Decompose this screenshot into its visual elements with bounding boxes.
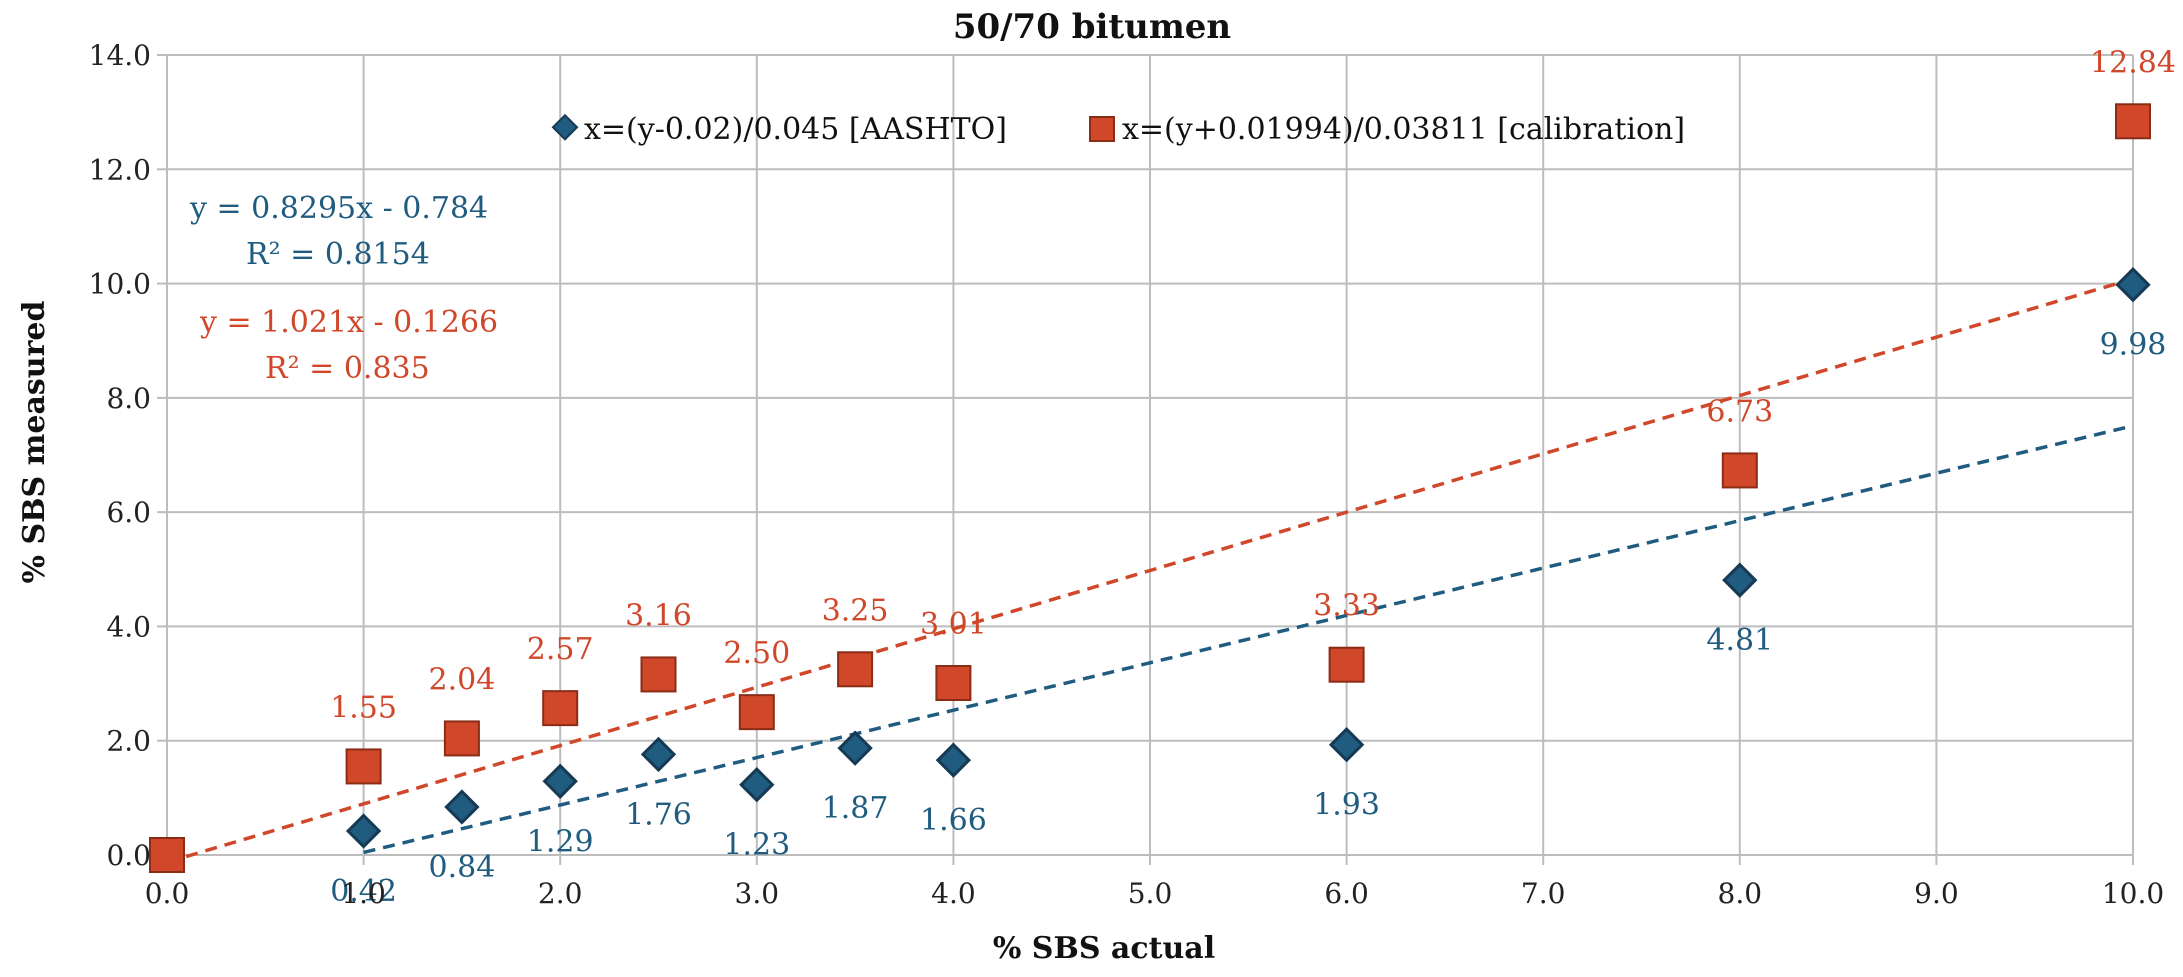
x-tick-label: 0.0 bbox=[145, 877, 190, 910]
r2-calibration: R² = 0.835 bbox=[265, 351, 430, 386]
aashto-point bbox=[1328, 727, 1365, 763]
y-tick-label: 10.0 bbox=[89, 268, 151, 301]
aashto-point bbox=[345, 813, 382, 849]
x-tick-label: 9.0 bbox=[1914, 877, 1959, 910]
x-tick-label: 1.0 bbox=[341, 877, 386, 910]
aashto-point bbox=[1722, 562, 1758, 598]
calibration-point bbox=[1328, 646, 1365, 683]
aashto-data-label: 4.81 bbox=[1706, 623, 1773, 658]
aashto-point bbox=[935, 742, 972, 778]
r2-aashto: R² = 0.8154 bbox=[246, 237, 430, 272]
aashto-point bbox=[739, 767, 775, 803]
legend-label-calibration: x=(y+0.01994)/0.03811 [calibration] bbox=[1122, 112, 1685, 147]
calibration-data-label: 3.33 bbox=[1313, 589, 1380, 624]
aashto-data-label: 9.98 bbox=[2100, 328, 2167, 363]
data-labels: 1.55 2.04 2.57 3.16 2.50 3.25 3.01 3.33 6.73 12.8… bbox=[330, 45, 2176, 909]
calibration-data-label: 2.57 bbox=[527, 632, 594, 667]
aashto-point bbox=[640, 736, 677, 773]
data-points bbox=[149, 103, 2151, 873]
equation-calibration: y = 1.021x - 0.1266 bbox=[199, 305, 498, 340]
legend-marker-aashto bbox=[551, 113, 579, 141]
x-tick-label: 8.0 bbox=[1718, 877, 1763, 910]
calibration-data-label: 3.16 bbox=[625, 598, 692, 633]
legend-label-aashto: x=(y-0.02)/0.045 [AASHTO] bbox=[584, 112, 1007, 147]
y-tick-label: 4.0 bbox=[106, 610, 151, 643]
calibration-data-label: 3.25 bbox=[822, 593, 889, 628]
calibration-data-label: 2.04 bbox=[429, 662, 496, 697]
y-tick-label: 6.0 bbox=[106, 496, 151, 529]
x-tick-label: 6.0 bbox=[1324, 877, 1369, 910]
chart-title: 50/70 bitumen bbox=[953, 7, 1231, 47]
aashto-data-label: 1.76 bbox=[625, 797, 692, 832]
trendline-aashto bbox=[363, 424, 2134, 855]
x-tick-label: 4.0 bbox=[931, 877, 976, 910]
calibration-data-label: 1.55 bbox=[330, 690, 397, 725]
y-tick-label: 12.0 bbox=[89, 153, 151, 186]
aashto-data-label: 1.93 bbox=[1313, 788, 1380, 823]
x-axis-label: % SBS actual bbox=[993, 931, 1215, 966]
calibration-point bbox=[935, 665, 972, 701]
x-tick-label: 7.0 bbox=[1521, 877, 1566, 910]
calibration-data-label: 12.84 bbox=[2090, 45, 2176, 80]
calibration-data-label: 3.01 bbox=[920, 607, 987, 642]
y-tick-label: 2.0 bbox=[106, 725, 151, 758]
calibration-data-label: 2.50 bbox=[723, 636, 790, 671]
calibration-point bbox=[542, 690, 579, 727]
aashto-point bbox=[837, 730, 873, 766]
trendline-calibration bbox=[166, 277, 2134, 864]
aashto-point bbox=[444, 789, 480, 825]
x-tick-label: 3.0 bbox=[735, 877, 780, 910]
aashto-data-label: 1.23 bbox=[723, 828, 790, 863]
aashto-point bbox=[542, 763, 578, 799]
y-tick-label: 8.0 bbox=[106, 382, 151, 415]
calibration-point bbox=[345, 748, 382, 785]
legend: x=(y-0.02)/0.045 [AASHTO] x=(y+0.01994)/… bbox=[551, 112, 1685, 147]
aashto-data-label: 0.84 bbox=[429, 850, 496, 885]
trendlines bbox=[166, 277, 2134, 864]
calibration-point bbox=[443, 720, 480, 757]
calibration-point bbox=[1721, 452, 1758, 489]
x-tick-label: 10.0 bbox=[2102, 877, 2164, 910]
y-axis-label: % SBS measured bbox=[17, 301, 52, 584]
calibration-point bbox=[837, 651, 874, 688]
x-tick-label: 2.0 bbox=[538, 877, 583, 910]
aashto-data-label: 0.42 bbox=[330, 874, 397, 909]
legend-marker-calibration bbox=[1089, 116, 1115, 142]
calibration-point bbox=[738, 694, 775, 731]
axis-ticks: 0.0 2.0 4.0 6.0 8.0 10.0 12.0 14.0 0.0 1.0 2.0 3.0 4… bbox=[89, 39, 2165, 910]
y-tick-label: 0.0 bbox=[106, 839, 151, 872]
calibration-point bbox=[149, 837, 185, 873]
calibration-point bbox=[2115, 103, 2151, 140]
trendline-equations: y = 0.8295x - 0.784 R² = 0.8154 y = 1.02… bbox=[189, 191, 498, 386]
aashto-data-label: 1.29 bbox=[527, 824, 594, 859]
calibration-data-label: 6.73 bbox=[1706, 394, 1773, 429]
y-tick-label: 14.0 bbox=[89, 39, 151, 72]
aashto-point bbox=[2115, 267, 2151, 303]
x-tick-label: 5.0 bbox=[1128, 877, 1173, 910]
calibration-point bbox=[640, 656, 677, 693]
aashto-data-label: 1.87 bbox=[822, 791, 889, 826]
aashto-data-label: 1.66 bbox=[920, 803, 987, 838]
equation-aashto: y = 0.8295x - 0.784 bbox=[189, 191, 488, 226]
